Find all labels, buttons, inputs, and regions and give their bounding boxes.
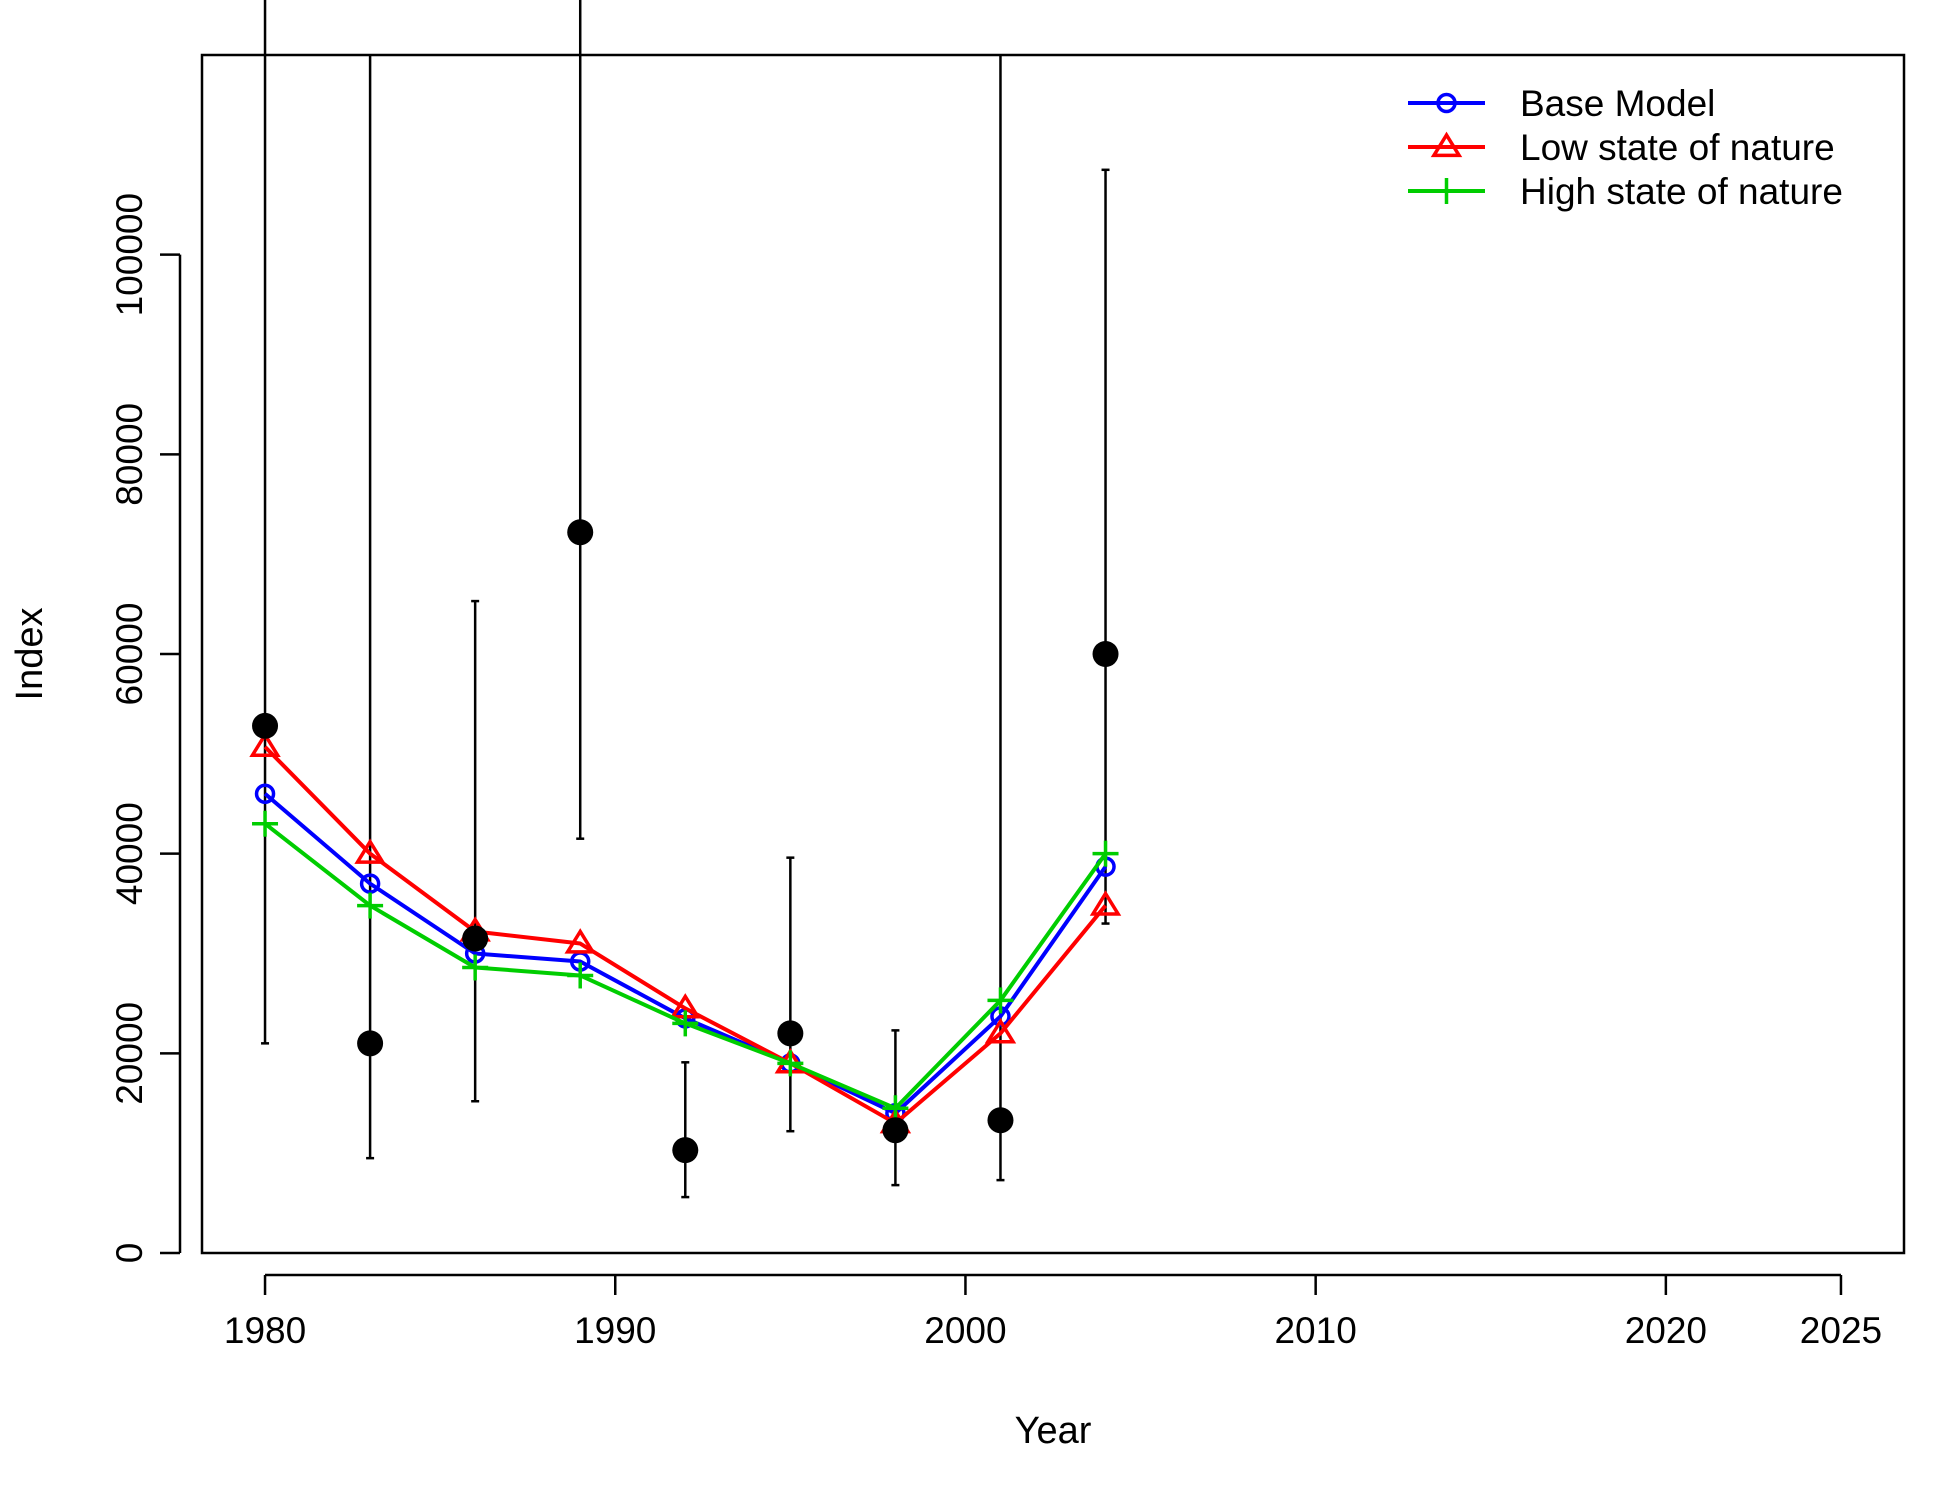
legend-label: Base Model (1520, 83, 1715, 124)
legend-label: Low state of nature (1520, 127, 1835, 168)
legend-label: High state of nature (1520, 171, 1843, 212)
series-point-high-state-of-nature (1092, 840, 1119, 867)
x-tick-label: 2020 (1625, 1310, 1707, 1351)
observed-point (1092, 641, 1119, 667)
x-axis: 1980 1990 2000 2010 2020 2025 (224, 1273, 1882, 1351)
x-tick-label: 1980 (224, 1310, 306, 1351)
observed-point (462, 925, 489, 952)
legend-marker (1430, 131, 1463, 158)
legend-marker (1436, 92, 1457, 114)
y-axis: 0 20000 40000 60000 80000 100000 (109, 193, 182, 1264)
series-point-low-state-of-nature-shape (984, 1018, 1017, 1044)
y-tick-label: 60000 (109, 603, 150, 706)
series-point-base-model (359, 873, 381, 894)
legend-marker-shape (1436, 92, 1457, 114)
series-point-low-state-of-nature (249, 731, 281, 757)
series-point-low-state-of-nature (354, 838, 386, 864)
x-tick-label: 1990 (574, 1310, 656, 1351)
series-point-high-state-of-nature (987, 987, 1014, 1014)
series-point-low-state-of-nature-shape (564, 928, 596, 954)
legend-marker (1433, 178, 1460, 204)
observed-point (357, 1030, 384, 1057)
x-tick-label: 2025 (1800, 1310, 1882, 1351)
series-lines (249, 731, 1122, 1134)
series-point-low-state-of-nature (984, 1018, 1017, 1044)
series-point-high-state-of-nature (777, 1050, 804, 1077)
series-point-low-state-of-nature-shape (249, 731, 281, 757)
observed-point (987, 1107, 1014, 1134)
observed-point (672, 1137, 699, 1164)
series-point-high-state-of-nature (252, 810, 279, 837)
y-tick-label: 20000 (109, 1002, 150, 1105)
series-point-base-model-shape (254, 783, 276, 805)
legend-item-base-model: Base Model (1408, 83, 1715, 124)
series-point-high-state-of-nature (357, 892, 384, 919)
x-tick-label: 2000 (924, 1310, 1006, 1351)
observed-point (567, 519, 594, 546)
series-point-low-state-of-nature (564, 928, 596, 954)
series-point-base-model (254, 783, 276, 805)
x-tick-label: 2010 (1274, 1310, 1356, 1351)
series-point-high-state-of-nature (672, 1010, 699, 1037)
series-point-base-model-shape (359, 873, 381, 894)
series-point-low-state-of-nature (1089, 890, 1122, 916)
legend-item-high-state-of-nature: High state of nature (1408, 171, 1843, 212)
y-tick-label: 100000 (109, 193, 150, 316)
observed-point (252, 712, 279, 739)
y-axis-title: Index (9, 608, 51, 701)
series-point-high-state-of-nature (882, 1095, 909, 1122)
x-axis-title: Year (1015, 1410, 1092, 1452)
y-tick-label: 0 (109, 1243, 150, 1264)
y-tick-label: 40000 (109, 802, 150, 905)
plot-frame (200, 53, 1906, 1255)
observed-point (882, 1117, 909, 1144)
legend-item-low-state-of-nature: Low state of nature (1408, 127, 1835, 168)
observed-point (777, 1020, 804, 1047)
series-point-high-state-of-nature (462, 954, 489, 981)
series-point-high-state-of-nature (567, 962, 594, 989)
observed-points (252, 519, 1119, 1164)
legend-marker-shape (1430, 131, 1463, 158)
series-point-low-state-of-nature-shape (354, 838, 386, 864)
y-tick-label: 80000 (109, 403, 150, 506)
series-point-low-state-of-nature-shape (1089, 890, 1122, 916)
series-line-low-state-of-nature (263, 745, 1108, 1126)
